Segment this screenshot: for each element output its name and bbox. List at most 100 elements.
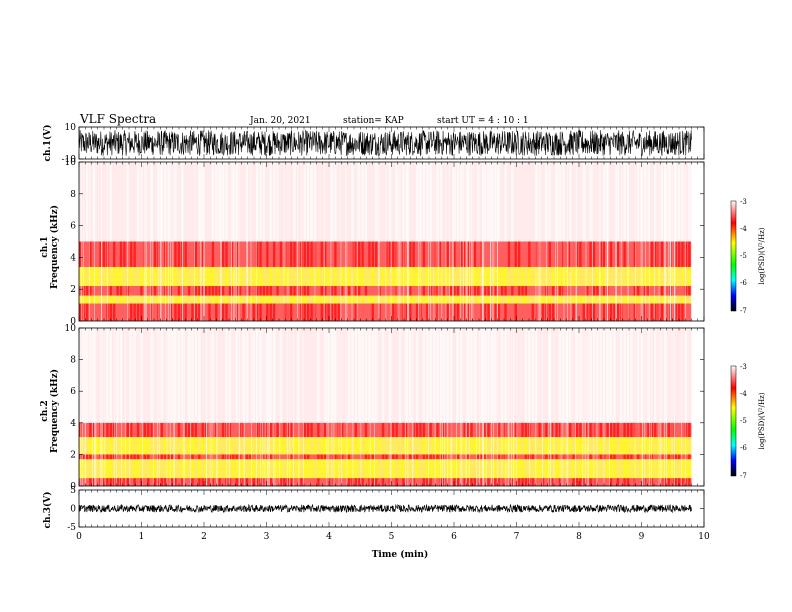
ch1-spectrogram-cell bbox=[548, 295, 551, 304]
ch2-spectrogram-ytick-label: 6 bbox=[70, 387, 76, 397]
ch1-spectrogram-cell bbox=[426, 295, 429, 304]
ch1-spectrogram-cell bbox=[215, 303, 218, 321]
ch2-spectrogram-cell bbox=[79, 459, 82, 479]
ch1-spectrogram-cell bbox=[143, 241, 147, 267]
ch2-spectrogram-ylabel-line2: Frequency (kHz) bbox=[49, 369, 60, 453]
ch1-spectrogram-cell bbox=[677, 303, 681, 321]
ch2-spectrogram-cell bbox=[191, 422, 194, 438]
ch2-spectrogram-cell bbox=[310, 422, 313, 438]
ch1-spectrogram-cell bbox=[283, 266, 286, 287]
ch2-spectrogram-cell bbox=[255, 328, 259, 423]
ch2-spectrogram-cell bbox=[324, 459, 327, 479]
ch1-spectrogram-cell bbox=[633, 295, 637, 304]
ch2-spectrogram-cell bbox=[524, 478, 528, 486]
ch1-spectrogram-cell bbox=[671, 241, 674, 267]
ch2-spectrogram-cell bbox=[201, 422, 204, 438]
ch1-spectrogram-cell bbox=[218, 162, 221, 242]
ch1-spectrogram-cell bbox=[446, 266, 449, 287]
ch1-spectrogram-cell bbox=[140, 266, 143, 287]
ch1-spectrogram-cell bbox=[157, 241, 160, 267]
ch2-spectrogram-ytick-label: 8 bbox=[70, 356, 76, 366]
ch1-spectrogram-cell bbox=[514, 303, 517, 321]
ch1-spectrogram-cell bbox=[293, 286, 296, 296]
ch2-spectrogram-cell bbox=[613, 422, 616, 438]
ch2-spectrogram-cell bbox=[320, 459, 323, 479]
ch2-spectrogram-cell bbox=[276, 459, 279, 479]
ch1-spectrogram-cell bbox=[364, 286, 368, 296]
ch2-colorbar: -3 -4 -5 -6 -7 log(PSD)(V²/Hz) bbox=[730, 363, 766, 480]
ch2-spectrogram-cell bbox=[555, 454, 558, 460]
ch2-spectrogram-cell bbox=[85, 454, 89, 460]
ch2-spectrogram-cell bbox=[466, 459, 470, 479]
ch1-spectrogram-cell bbox=[225, 162, 228, 242]
ch1-spectrogram-cell bbox=[483, 295, 487, 304]
ch1-spectrogram-cell bbox=[494, 162, 497, 242]
ch1-spectrogram-cell bbox=[681, 303, 684, 321]
ch2-spectrogram-cell bbox=[497, 422, 500, 438]
ch1-spectrogram-cell bbox=[562, 286, 565, 296]
ch1-spectrogram-cell bbox=[330, 162, 334, 242]
ch1-spectrogram-cell bbox=[221, 303, 225, 321]
ch2-spectrogram-cell bbox=[167, 328, 170, 423]
ch1-spectrogram-cell bbox=[198, 286, 201, 296]
ch1-spectrogram-cell bbox=[269, 295, 272, 304]
ch1-spectrogram-cell bbox=[96, 266, 99, 287]
ch1-spectrogram-cell bbox=[419, 303, 422, 321]
ch1-spectrogram-cell bbox=[259, 286, 262, 296]
ch1-spectrogram-cell bbox=[99, 241, 102, 267]
ch2-spectrogram-cell bbox=[334, 454, 337, 460]
ch2-spectrogram-cell bbox=[405, 328, 409, 423]
ch2-spectrogram-cell bbox=[306, 422, 310, 438]
ch2-spectrogram-cell bbox=[160, 478, 164, 486]
ch2-spectrogram-cell bbox=[395, 478, 398, 486]
ch2-spectrogram-cell bbox=[181, 437, 184, 455]
ch1-spectrogram-cell bbox=[289, 303, 293, 321]
ch2-spectrogram-cell bbox=[279, 437, 283, 455]
ch2-spectrogram-cell bbox=[347, 459, 351, 479]
ch2-spectrogram-cell bbox=[664, 328, 667, 423]
ch1-spectrogram-cell bbox=[456, 162, 460, 242]
ch1-spectrogram-cell bbox=[232, 286, 235, 296]
ch1-spectrogram-cell bbox=[255, 266, 259, 287]
ch1-spectrogram-cell bbox=[354, 295, 358, 304]
ch2-spectrogram-cell bbox=[579, 459, 582, 479]
ch1-spectrogram-cell bbox=[487, 286, 490, 296]
ch2-spectrogram-cell bbox=[688, 478, 691, 486]
ch2-spectrogram-cell bbox=[85, 328, 89, 423]
ch1-waveform-trace bbox=[78, 129, 692, 157]
ch1-spectrogram-cell bbox=[113, 295, 116, 304]
ch2-spectrogram-cell bbox=[153, 459, 157, 479]
ch1-spectrogram-cell bbox=[324, 303, 327, 321]
ch1-spectrogram-cell bbox=[395, 241, 398, 267]
ch1-spectrogram-cell bbox=[453, 162, 456, 242]
ch2-spectrogram-cell bbox=[647, 437, 650, 455]
ch1-spectrogram-cell bbox=[392, 303, 395, 321]
ch2-spectrogram-cell bbox=[92, 478, 95, 486]
time-tick-label: 5 bbox=[389, 532, 395, 542]
ch2-spectrogram-cell bbox=[130, 454, 133, 460]
ch2-spectrogram-cell bbox=[494, 328, 497, 423]
ch1-spectrogram-band bbox=[79, 286, 692, 296]
ch2-spectrogram-cell bbox=[109, 454, 113, 460]
ch1-spectrogram-cell bbox=[249, 295, 252, 304]
ch1-spectrogram-cell bbox=[198, 162, 201, 242]
ch1-spectrogram-cell bbox=[603, 162, 606, 242]
ch1-spectrogram-cell bbox=[221, 162, 225, 242]
ch2-spectrogram-cell bbox=[245, 454, 249, 460]
ch2-spectrogram-cell bbox=[429, 422, 432, 438]
ch1-spectrogram-cell bbox=[463, 241, 466, 267]
ch2-spectrogram-cell bbox=[415, 454, 419, 460]
ch1-spectrogram-cell bbox=[650, 295, 654, 304]
ch2-spectrogram-cell bbox=[283, 437, 286, 455]
ch1-spectrogram-cell bbox=[306, 162, 310, 242]
ch1-spectrogram-cell bbox=[677, 241, 681, 267]
ch2-colorbar-label: log(PSD)(V²/Hz) bbox=[758, 392, 766, 449]
ch2-spectrogram-cell bbox=[289, 454, 293, 460]
ch1-spectrogram-cell bbox=[388, 295, 392, 304]
ch2-spectrogram-cell bbox=[688, 454, 691, 460]
ch2-spectrogram-cell bbox=[521, 422, 524, 438]
ch1-spectrogram-cell bbox=[422, 295, 426, 304]
ch1-spectrogram-cell bbox=[586, 286, 589, 296]
ch1-spectrogram-cell bbox=[405, 266, 409, 287]
ch1-spectrogram-cell bbox=[140, 162, 143, 242]
